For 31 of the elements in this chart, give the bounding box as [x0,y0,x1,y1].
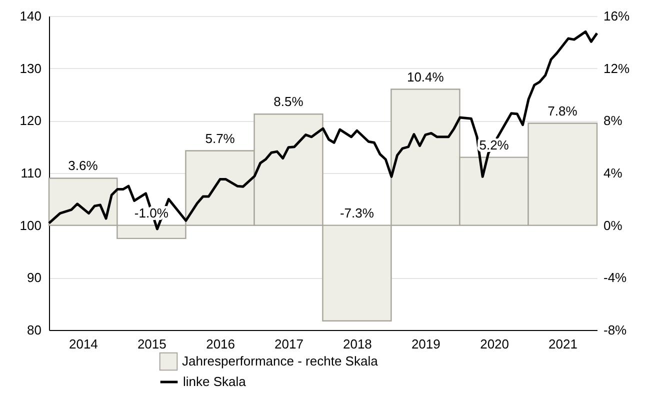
y-tick-label: 120 [20,113,42,128]
y-tick-label: 110 [20,166,42,180]
line-series [48,30,598,230]
y2-tick-label: -4% [604,270,628,286]
y2-tick-label: -8% [604,322,628,338]
x-tick-label: 2017 [274,336,304,352]
y2-tick-label: 4% [604,166,623,180]
data-label: 10.4% [406,69,444,84]
y2-tick-label: 16% [604,8,630,24]
y2-tick-label: 8% [604,113,623,128]
x-tick-label: 2014 [68,336,98,352]
y-tick-label: 80 [27,322,42,338]
data-label: 7.8% [548,103,578,118]
data-label: 3.6% [68,158,98,174]
y-tick-label: 100 [20,218,42,233]
data-label: 8.5% [274,94,304,110]
data-label: -7.3% [340,205,374,220]
data-label: 5.7% [205,130,236,146]
y-tick-label: 130 [20,60,42,76]
y-tick-label: 140 [20,8,42,24]
legend-label: Jahresperformance - rechte Skala [182,354,379,368]
x-tick-label: 2016 [206,336,235,352]
y2-tick-label: 0% [604,218,623,233]
x-tick-label: 2020 [480,336,509,352]
y-tick-label: 90 [27,270,42,286]
x-tick-label: 2018 [342,336,372,352]
legend-label: linke Skala [183,374,247,389]
x-tick-label: 2015 [137,336,166,352]
x-tick-label: 2019 [411,336,440,352]
y2-tick-label: 12% [604,60,630,76]
x-tick-label: 2021 [548,336,578,352]
